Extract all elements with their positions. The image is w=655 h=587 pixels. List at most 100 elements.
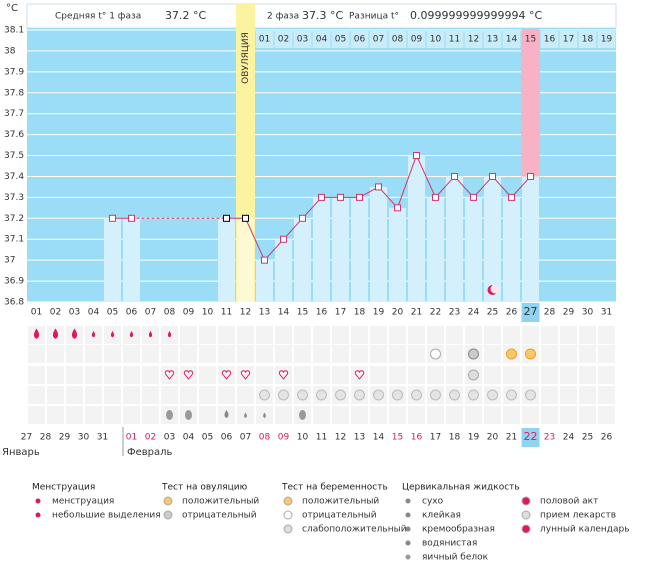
day-cell (293, 29, 312, 48)
legend-item: лунный календарь (540, 525, 630, 535)
legend-icon (283, 496, 293, 506)
symbol-cell (408, 345, 425, 363)
y-tick-label: 36.9 (4, 277, 24, 287)
symbol-cell (28, 366, 45, 384)
symbol-cell (541, 386, 558, 404)
phase2-day: 14 (506, 35, 518, 45)
test-icon (468, 369, 479, 381)
symbol-cell (47, 366, 64, 384)
day-cell (407, 29, 426, 48)
temp-bar (256, 260, 273, 302)
symbol-cell (560, 406, 577, 424)
x-tick-label: 25 (487, 308, 498, 318)
symbol-cell (446, 326, 463, 344)
symbol-cell (503, 366, 520, 384)
phase2-day: 06 (354, 35, 366, 45)
heart-icon (164, 370, 175, 380)
symbol-cell (389, 406, 406, 424)
phase2-label: 2 фаза (267, 12, 299, 22)
symbol-cell (446, 345, 463, 363)
drop-icon (33, 328, 40, 339)
symbol-cell (66, 386, 83, 404)
legend-icon (405, 540, 411, 546)
symbol-cell (180, 345, 197, 363)
temp-point (451, 172, 458, 180)
symbol-cell (85, 345, 102, 363)
symbol-cell (28, 406, 45, 424)
today-cell (521, 428, 540, 447)
x-tick-label: 04 (88, 308, 100, 318)
symbol-cell (370, 366, 387, 384)
symbol-cell (351, 406, 368, 424)
x-tick-label: 17 (335, 308, 346, 318)
date-label: 14 (373, 433, 385, 443)
y-tick-label: 36.8 (4, 298, 24, 308)
legend-item: прием лекарств (540, 511, 616, 521)
temp-bar (370, 186, 387, 302)
test-icon (468, 389, 479, 401)
y-tick-label: 37.2 (4, 214, 24, 224)
temp-bar (104, 218, 121, 302)
symbol-cell (199, 406, 216, 424)
day-cell (521, 29, 540, 48)
date-label: 06 (221, 433, 233, 443)
date-label: 18 (449, 433, 461, 443)
symbol-cell (332, 326, 349, 344)
test-icon (335, 389, 346, 401)
symbol-cell (47, 406, 64, 424)
day-cell (559, 29, 578, 48)
legend-item: клейкая (422, 511, 461, 521)
symbol-cell (332, 406, 349, 424)
symbol-cell (598, 406, 615, 424)
legend-icon (521, 524, 531, 534)
symbol-cell (28, 386, 45, 404)
symbol-cell (218, 326, 235, 344)
x-tick-label: 27 (524, 305, 538, 318)
y-tick-label: 37.4 (4, 172, 24, 182)
legend-item: слабоположительный (302, 525, 407, 535)
symbol-cell (313, 345, 330, 363)
x-tick-label: 16 (316, 308, 328, 318)
symbol-cell (256, 326, 273, 344)
date-label: 21 (506, 433, 517, 443)
day-cell (445, 29, 464, 48)
symbol-cell (199, 386, 216, 404)
symbol-cell (275, 345, 292, 363)
x-tick-label: 01 (31, 308, 42, 318)
temp-bar (123, 218, 140, 302)
temp-point (356, 193, 363, 201)
symbol-cell (199, 366, 216, 384)
legend-title: Тест на беременность (281, 483, 388, 493)
day-cell (540, 29, 559, 48)
temp-bar (389, 207, 406, 302)
x-tick-label: 08 (164, 308, 176, 318)
y-tick-label: 37 (4, 256, 15, 266)
symbol-cell (408, 406, 425, 424)
temp-bar (484, 176, 501, 302)
legend-icon (283, 510, 293, 520)
symbol-cell (66, 345, 83, 363)
phase2-day: 03 (297, 35, 308, 45)
temp-point (261, 256, 268, 264)
egg-icon (185, 410, 192, 420)
symbol-cell (180, 366, 197, 384)
y-tick-label: 37.3 (4, 193, 24, 203)
symbol-cell (218, 366, 235, 384)
header-box (26, 3, 617, 29)
y-tick-label: 38 (4, 46, 16, 56)
symbol-cell (389, 345, 406, 363)
temp-bar (313, 197, 330, 302)
today-cell (521, 303, 540, 322)
symbol-cell (465, 406, 482, 424)
symbol-cell (598, 326, 615, 344)
symbol-cell (351, 366, 368, 384)
egg-icon (166, 410, 173, 420)
day-cell (255, 29, 274, 48)
y-tick-label: 37.7 (4, 109, 24, 119)
symbol-cell (370, 406, 387, 424)
date-label: 16 (411, 433, 423, 443)
symbol-cell (313, 406, 330, 424)
symbol-cell (446, 366, 463, 384)
legend-item: половой акт (540, 497, 598, 507)
temp-point (242, 214, 249, 222)
